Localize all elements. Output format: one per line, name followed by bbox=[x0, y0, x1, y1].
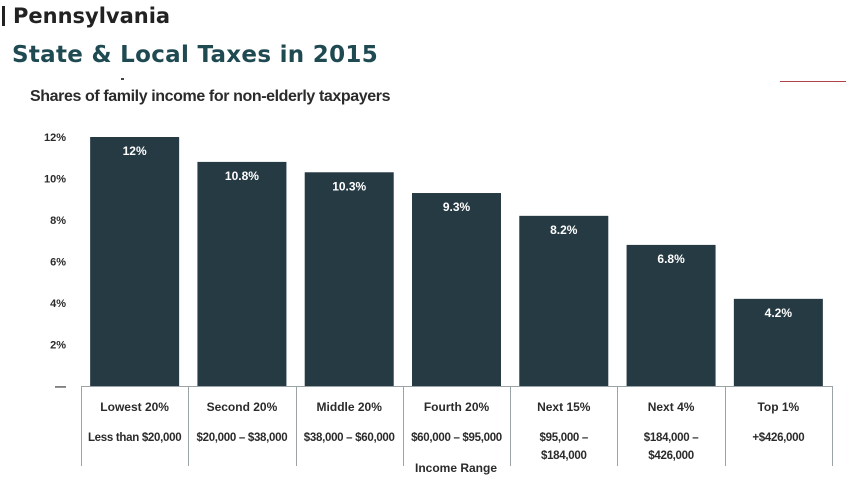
income-range-label: $38,000 – $60,000 bbox=[304, 432, 395, 444]
bar-6 bbox=[626, 244, 716, 386]
decorative-mark bbox=[121, 78, 124, 80]
category-label: Next 15% bbox=[537, 400, 591, 414]
category-label: Fourth 20% bbox=[424, 400, 490, 414]
state-name: Pennsylvania bbox=[13, 4, 171, 28]
y-tick-label: 10% bbox=[44, 174, 66, 186]
y-tick-label: 12% bbox=[44, 132, 66, 144]
bar-3 bbox=[304, 172, 394, 386]
income-range-label: $426,000 bbox=[648, 450, 694, 462]
bar-value-label: 8.2% bbox=[550, 223, 578, 237]
state-title: Pennsylvania bbox=[2, 3, 170, 29]
chart-subtitle: Shares of family income for non-elderly … bbox=[30, 88, 391, 105]
y-tick-label: 2% bbox=[50, 340, 66, 352]
income-range-label: $60,000 – $95,000 bbox=[411, 432, 502, 444]
y-tick-label-zero: — bbox=[55, 381, 66, 393]
income-range-label: Less than $20,000 bbox=[88, 432, 181, 444]
bar-value-label: 6.8% bbox=[657, 252, 685, 266]
bar-value-label: 12% bbox=[123, 144, 147, 158]
bar-5 bbox=[519, 215, 609, 386]
category-label: Lowest 20% bbox=[100, 400, 169, 414]
bar-7 bbox=[733, 298, 823, 386]
bar-value-label: 4.2% bbox=[765, 306, 793, 320]
bar-4 bbox=[412, 193, 501, 386]
bar-2 bbox=[197, 161, 287, 386]
bar-value-label: 10.3% bbox=[332, 179, 366, 193]
category-label: Top 1% bbox=[757, 400, 799, 414]
income-range-label: $95,000 – bbox=[540, 432, 589, 444]
bar-value-label: 10.8% bbox=[225, 169, 259, 183]
bar-1 bbox=[90, 137, 180, 386]
income-range-label: $20,000 – $38,000 bbox=[197, 432, 288, 444]
page-title: State & Local Taxes in 2015 bbox=[12, 42, 379, 68]
y-tick-label: 6% bbox=[50, 257, 66, 269]
income-range-label: +$426,000 bbox=[752, 432, 804, 444]
category-label: Middle 20% bbox=[317, 400, 383, 414]
title-marker bbox=[2, 6, 5, 26]
y-tick-label: 4% bbox=[50, 298, 66, 310]
accent-divider bbox=[780, 81, 846, 82]
x-axis-label: Income Range bbox=[415, 461, 497, 475]
category-label: Second 20% bbox=[207, 400, 278, 414]
income-range-label: $184,000 – bbox=[644, 432, 699, 444]
y-tick-label: 8% bbox=[50, 215, 66, 227]
category-label: Next 4% bbox=[648, 400, 695, 414]
bar-value-label: 9.3% bbox=[443, 200, 471, 214]
income-range-label: $184,000 bbox=[541, 450, 587, 462]
